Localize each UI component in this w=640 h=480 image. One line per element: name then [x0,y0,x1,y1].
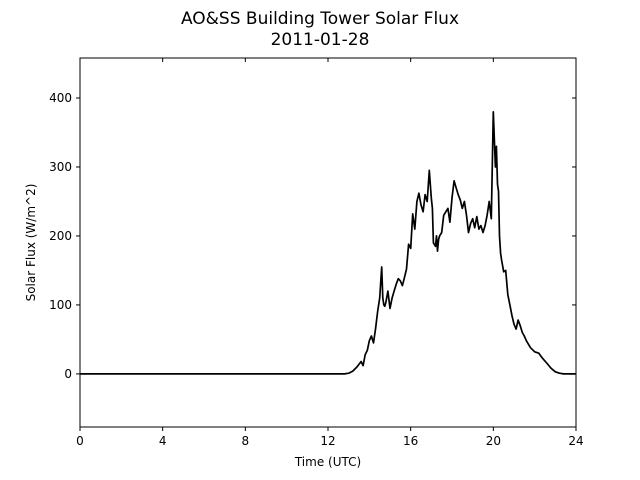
x-tick-label: 12 [320,434,335,448]
x-tick-label: 8 [242,434,250,448]
solar-flux-series-line [80,110,576,375]
y-tick-label: 200 [49,229,72,243]
y-tick-label: 100 [49,298,72,312]
x-tick-label: 4 [159,434,167,448]
y-tick-label: 400 [49,91,72,105]
axis-tick-labels: 0 4 8 12 16 20 24 0 100 200 300 400 [49,91,584,448]
chart-subtitle: 2011-01-28 [271,30,370,50]
y-tick-label: 0 [64,367,72,381]
x-tick-label: 24 [568,434,583,448]
x-tick-label: 0 [76,434,84,448]
y-tick-label: 300 [49,160,72,174]
axis-ticks [76,58,577,431]
x-axis-label: Time (UTC) [294,455,361,469]
x-tick-label: 16 [403,434,418,448]
y-axis-label: Solar Flux (W/m^2) [24,184,38,302]
chart-title: AO&SS Building Tower Solar Flux [181,9,459,29]
plot-frame [79,57,577,428]
x-tick-label: 20 [486,434,501,448]
